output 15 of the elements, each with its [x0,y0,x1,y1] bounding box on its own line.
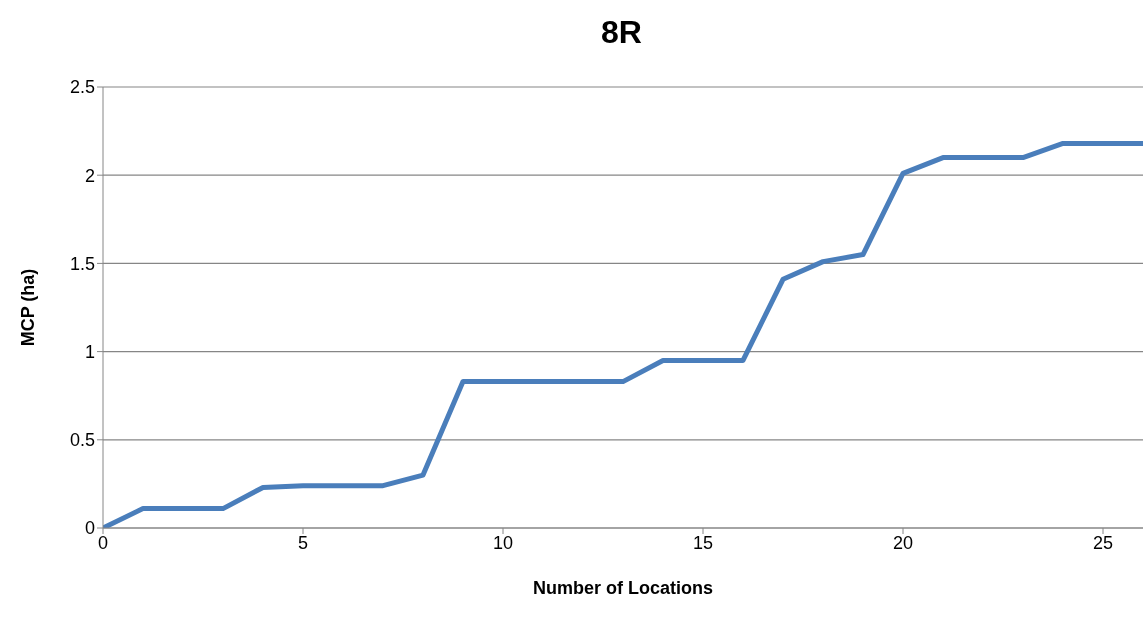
x-tick-label: 10 [492,532,514,553]
y-tick-label: 0 [84,518,95,539]
y-tick-label: 0.5 [69,430,95,451]
x-axis-title: Number of Locations [532,578,714,598]
x-tick-label: 25 [1092,532,1114,553]
y-tick-label: 2.5 [69,77,95,98]
y-tick-label: 2 [84,165,95,186]
x-tick-label: 15 [692,532,714,553]
x-tick-label: 5 [297,532,309,553]
x-tick-label: 20 [892,532,914,553]
y-tick-label: 1 [84,341,95,362]
y-axis-title: MCP (ha) [18,268,39,347]
y-tick-label: 1.5 [69,253,95,274]
chart-title: 8R [600,14,643,51]
x-tick-label: 0 [97,532,109,553]
